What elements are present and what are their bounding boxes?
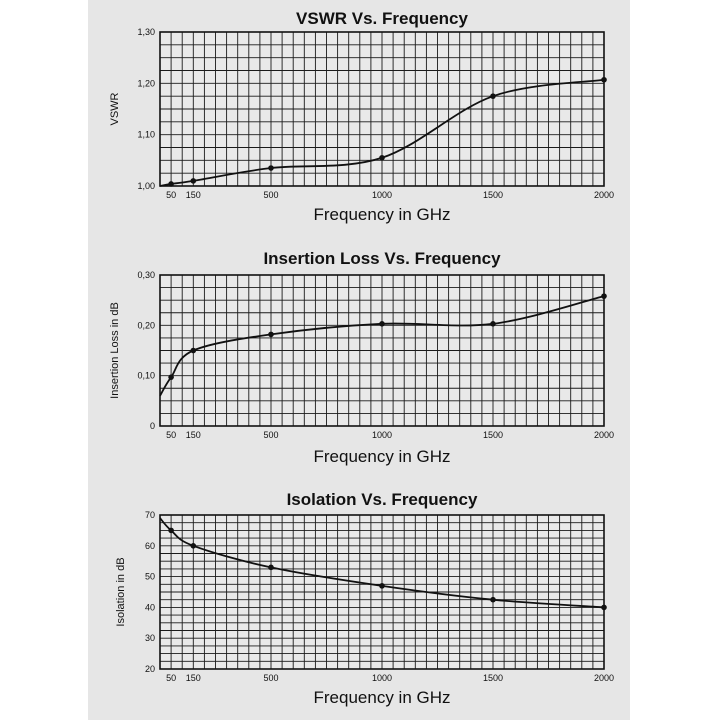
- y-tick-label: 0,20: [137, 320, 155, 330]
- y-tick-label: 60: [145, 541, 155, 551]
- y-tick-label: 20: [145, 664, 155, 674]
- chart-2: Insertion Loss Vs. Frequency 0 0,10 0,20 0,3…: [109, 249, 614, 466]
- y-tick-label: 1,20: [137, 78, 155, 88]
- figure-page: VSWR Vs. Frequency 1,00 1,10 1,20 1,30 50 150 5…: [88, 0, 630, 720]
- data-point: [168, 181, 174, 187]
- y-axis-label: Isolation in dB: [115, 557, 127, 626]
- x-tick-label: 2000: [594, 430, 614, 440]
- x-axis-label: Frequency in GHz: [314, 688, 451, 707]
- x-tick-label: 50: [166, 673, 176, 683]
- y-axis-label: Insertion Loss in dB: [109, 302, 121, 399]
- x-tick-label: 150: [186, 430, 201, 440]
- x-tick-label: 500: [263, 430, 278, 440]
- y-tick-label: 1,10: [137, 130, 155, 140]
- data-point: [601, 604, 607, 611]
- data-point: [379, 583, 385, 589]
- x-tick-label: 1000: [372, 673, 392, 683]
- x-tick-label: 1000: [372, 430, 392, 440]
- x-axis-label: Frequency in GHz: [314, 447, 451, 466]
- data-point: [490, 93, 496, 99]
- x-tick-label: 150: [186, 673, 201, 683]
- y-tick-label: 40: [145, 602, 155, 612]
- x-tick-label: 500: [263, 673, 278, 683]
- x-tick-label: 50: [166, 190, 176, 200]
- y-tick-label: 30: [145, 633, 155, 643]
- y-tick-label: 0: [150, 421, 155, 431]
- data-point: [379, 154, 385, 161]
- x-tick-label: 2000: [594, 673, 614, 683]
- data-point: [268, 165, 274, 171]
- x-tick-label: 50: [166, 430, 176, 440]
- plot-frame: [159, 514, 605, 670]
- chart-title: Insertion Loss Vs. Frequency: [263, 249, 501, 268]
- x-tick-label: 150: [186, 190, 201, 200]
- x-axis-label: Frequency in GHz: [314, 205, 451, 224]
- y-tick-label: 0,10: [137, 371, 155, 381]
- y-tick-label: 0,30: [137, 270, 155, 280]
- x-tick-label: 1500: [483, 190, 503, 200]
- x-tick-label: 2000: [594, 190, 614, 200]
- plot-frame: [159, 274, 605, 427]
- data-point: [190, 543, 197, 549]
- y-axis-label: VSWR: [109, 92, 121, 125]
- data-point: [190, 347, 197, 354]
- plot-frame: [159, 31, 605, 187]
- data-point: [168, 374, 174, 380]
- chart-1: VSWR Vs. Frequency 1,00 1,10 1,20 1,30 50 150 5…: [109, 9, 614, 224]
- y-tick-label: 1,00: [137, 181, 155, 191]
- charts-figure: VSWR Vs. Frequency 1,00 1,10 1,20 1,30 50 150 5…: [109, 9, 614, 707]
- y-tick-label: 1,30: [137, 27, 155, 37]
- x-tick-label: 1500: [483, 673, 503, 683]
- data-point: [268, 564, 274, 571]
- y-tick-label: 50: [145, 572, 155, 582]
- data-point: [168, 527, 174, 534]
- data-point: [490, 596, 496, 603]
- data-point: [490, 321, 496, 327]
- data-point: [379, 321, 385, 327]
- x-tick-label: 500: [263, 190, 278, 200]
- chart-3: Isolation Vs. Frequency 20 30 40 50 60 70 50 150…: [115, 490, 614, 707]
- chart-title: Isolation Vs. Frequency: [287, 490, 478, 509]
- y-tick-label: 70: [145, 510, 155, 520]
- data-point: [601, 76, 607, 83]
- data-point: [268, 331, 274, 338]
- data-point: [601, 293, 607, 299]
- data-point: [190, 178, 197, 184]
- chart-title: VSWR Vs. Frequency: [296, 9, 468, 28]
- x-tick-label: 1500: [483, 430, 503, 440]
- x-tick-label: 1000: [372, 190, 392, 200]
